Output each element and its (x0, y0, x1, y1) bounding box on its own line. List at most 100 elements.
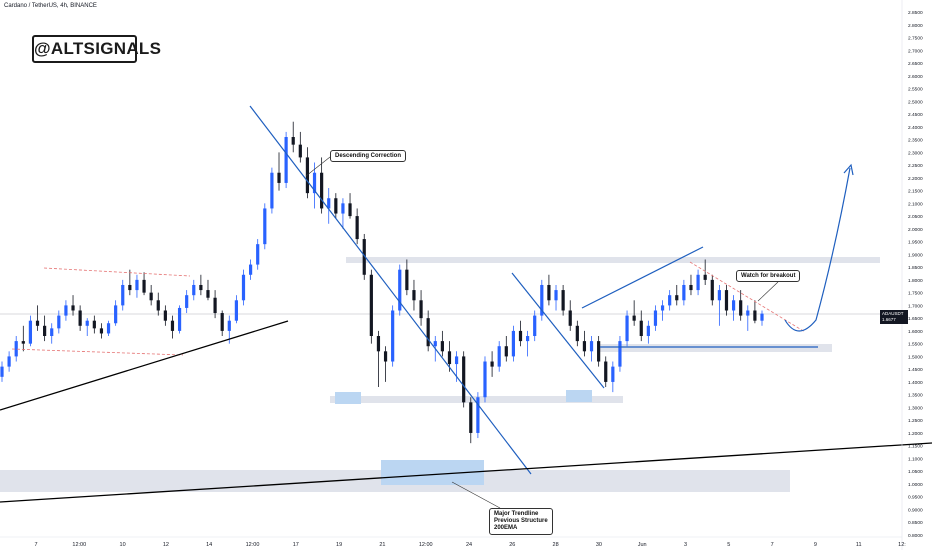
candle (682, 279, 686, 306)
descending-correction-line (249, 105, 532, 475)
price-tick-label: 0.8500 (908, 520, 923, 526)
time-tick-label: 14 (206, 542, 212, 548)
candle (185, 290, 189, 314)
time-tick-label: 12:00 (246, 542, 260, 548)
candle (99, 323, 104, 339)
time-tick-label: 7 (771, 542, 774, 548)
candle (163, 305, 167, 326)
price-tag-price: 1.6677 (882, 317, 896, 322)
candle (298, 131, 302, 163)
candle (78, 305, 82, 331)
candle (284, 131, 288, 189)
candle (85, 318, 89, 337)
time-tick-label: 12: (898, 542, 906, 548)
candle (504, 336, 508, 362)
candle (526, 330, 530, 357)
candle (312, 162, 317, 209)
candle (220, 310, 224, 337)
price-tick-label: 1.9000 (908, 252, 923, 258)
label-line-2: Previous Structure (494, 518, 548, 524)
candle (383, 346, 388, 382)
support-zones (0, 257, 880, 492)
current-price-tag: ADAUSDT 1.6677 01:14:08 (880, 310, 908, 328)
minor-downtrend-line (511, 272, 605, 389)
time-tick-label: Jun (638, 542, 647, 548)
candle (135, 274, 139, 298)
candle (689, 274, 693, 296)
price-tag-countdown: 01:14:08 (882, 323, 900, 328)
drawings (0, 105, 932, 509)
price-tick-label: 1.2500 (908, 418, 923, 424)
price-tick-label: 1.7000 (908, 303, 923, 309)
candle (582, 330, 587, 357)
range-support-zone (600, 344, 832, 352)
candle (660, 300, 665, 321)
candle (412, 279, 416, 311)
candle (703, 259, 707, 285)
candle (568, 300, 572, 331)
candle (675, 284, 679, 306)
time-tick-label: 17 (293, 542, 299, 548)
projection-arrow (784, 167, 851, 332)
time-tick-label: 10 (120, 542, 126, 548)
candle (241, 269, 246, 306)
blue-zone-right (566, 390, 592, 402)
candle (213, 290, 217, 319)
candle (170, 315, 175, 339)
time-tick-label: 24 (466, 542, 472, 548)
candle (483, 356, 487, 403)
price-tick-label: 2.8500 (908, 10, 923, 16)
time-tick-label: 7 (34, 542, 37, 548)
price-tick-label: 1.3500 (908, 393, 923, 399)
candle (35, 305, 40, 331)
candle (717, 284, 721, 326)
projection-arrow-head (843, 163, 854, 176)
candle (724, 284, 729, 316)
price-tick-label: 1.2000 (908, 431, 923, 437)
price-tick-label: 2.5500 (908, 87, 923, 93)
candle (760, 310, 764, 326)
price-tick-label: 2.8000 (908, 23, 923, 29)
candle (611, 361, 615, 393)
candle (177, 305, 182, 334)
time-tick-label: 19 (336, 542, 342, 548)
price-tick-label: 2.0000 (908, 227, 923, 233)
candle (43, 315, 47, 342)
price-tick-label: 1.5000 (908, 354, 923, 360)
candle (518, 320, 523, 347)
price-tick-label: 2.2500 (908, 163, 923, 169)
candle (511, 325, 516, 362)
candle (398, 264, 402, 316)
price-tick-label: 1.6000 (908, 329, 923, 335)
candle (426, 310, 430, 352)
candle (391, 305, 395, 367)
candle (334, 193, 338, 219)
price-tick-label: 2.7500 (908, 36, 923, 42)
candle (490, 351, 494, 377)
time-tick-label: 3 (684, 542, 687, 548)
price-tick-label: 1.4000 (908, 380, 923, 386)
time-tick-label: 26 (509, 542, 515, 548)
major-trendline-label: Major Trendline Previous Structure 200EM… (489, 508, 553, 535)
brand-badge: @ALTSIGNALS (32, 35, 161, 63)
price-tick-label: 2.4000 (908, 125, 923, 131)
candle (7, 351, 11, 372)
price-tick-label: 2.2000 (908, 176, 923, 182)
candle (327, 188, 331, 224)
candle (739, 290, 743, 321)
candle (92, 315, 96, 334)
candle (348, 193, 352, 219)
candle (746, 305, 750, 331)
candle (731, 295, 736, 321)
candle (497, 341, 501, 372)
candle (710, 274, 714, 306)
label-line-3: 200EMA (494, 525, 518, 531)
candle (106, 320, 111, 337)
pointer-major (451, 481, 501, 509)
price-tick-label: 2.6500 (908, 61, 923, 67)
price-tag-symbol: ADAUSDT (882, 311, 904, 316)
breakout-label: Watch for breakout (736, 270, 801, 282)
candle (476, 392, 480, 439)
candle (405, 259, 409, 296)
